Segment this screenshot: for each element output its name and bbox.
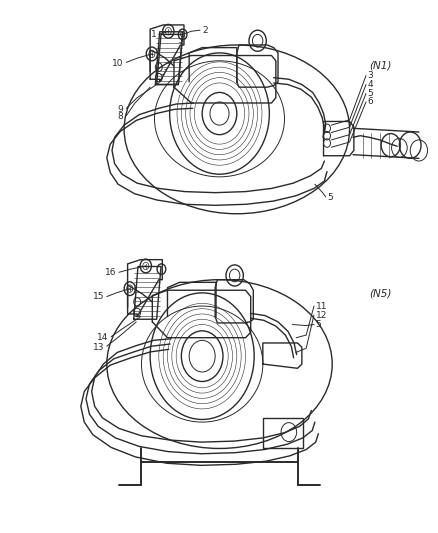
Text: 1: 1	[151, 30, 156, 39]
Text: 14: 14	[97, 333, 108, 342]
Text: 4: 4	[367, 80, 372, 89]
Text: 9: 9	[117, 105, 123, 114]
Text: 15: 15	[92, 292, 104, 301]
Text: 2: 2	[202, 26, 207, 35]
Text: 10: 10	[112, 59, 123, 68]
Text: 3: 3	[367, 71, 373, 80]
Text: 5: 5	[326, 193, 332, 203]
Text: 5: 5	[367, 89, 373, 98]
Text: 11: 11	[315, 302, 326, 311]
Text: 12: 12	[315, 311, 326, 319]
Text: 5: 5	[315, 320, 321, 329]
Bar	[262, 418, 302, 448]
Text: 13: 13	[92, 343, 104, 352]
Text: (N5): (N5)	[368, 289, 391, 299]
Text: 8: 8	[117, 112, 123, 121]
Text: 16: 16	[105, 268, 116, 277]
Text: 6: 6	[367, 98, 373, 107]
Text: (N1): (N1)	[368, 60, 391, 70]
